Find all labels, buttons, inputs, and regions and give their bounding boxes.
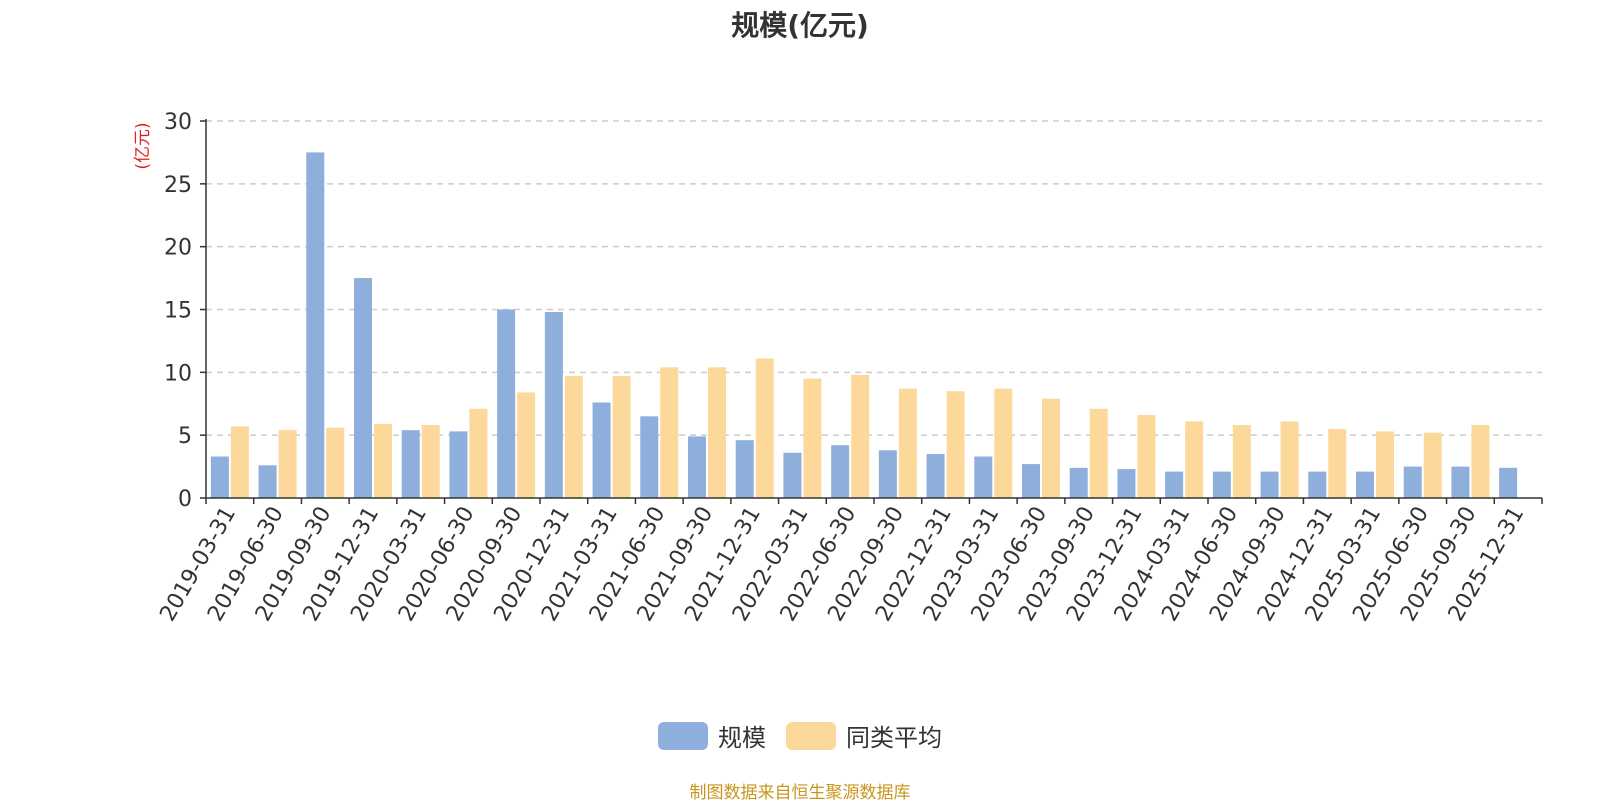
- bar-scale[interactable]: [878, 450, 897, 498]
- bar-peer-average[interactable]: [1423, 432, 1442, 498]
- y-tick-label: 20: [164, 236, 192, 261]
- legend-swatch-peer-average: [786, 721, 836, 750]
- chart-title: 规模(亿元): [731, 9, 869, 42]
- bars: [210, 152, 1518, 499]
- y-tick-label: 0: [178, 487, 192, 512]
- bar-peer-average[interactable]: [1328, 428, 1347, 498]
- legend: 规模 同类平均: [0, 718, 1600, 753]
- bar-peer-average[interactable]: [1471, 425, 1490, 498]
- y-tick-label: 25: [164, 173, 192, 198]
- bar-peer-average[interactable]: [1042, 398, 1060, 498]
- bar-peer-average[interactable]: [660, 367, 679, 498]
- source-note: 制图数据来自恒生聚源数据库: [689, 783, 911, 803]
- bar-peer-average[interactable]: [1089, 408, 1108, 498]
- bar-scale[interactable]: [688, 436, 706, 498]
- bar-scale[interactable]: [258, 465, 277, 498]
- bar-scale[interactable]: [592, 402, 611, 498]
- bar-peer-average[interactable]: [612, 376, 631, 498]
- legend-label-scale: 规模: [718, 724, 766, 752]
- bar-peer-average[interactable]: [1185, 421, 1204, 498]
- bar-peer-average[interactable]: [755, 358, 774, 498]
- bar-scale[interactable]: [783, 452, 802, 498]
- bar-scale[interactable]: [544, 312, 563, 498]
- bar-scale[interactable]: [735, 440, 754, 498]
- legend-item-scale[interactable]: 规模: [658, 718, 766, 753]
- bar-peer-average[interactable]: [374, 423, 392, 498]
- bar-scale[interactable]: [926, 454, 945, 498]
- bar-peer-average[interactable]: [1232, 425, 1251, 498]
- y-tick-label: 5: [178, 424, 192, 449]
- bar-peer-average[interactable]: [708, 367, 726, 498]
- y-tick-label: 15: [164, 299, 192, 324]
- bar-peer-average[interactable]: [803, 378, 822, 498]
- bar-scale[interactable]: [1260, 471, 1279, 498]
- grid-lines: [206, 120, 1542, 436]
- legend-item-peer-average[interactable]: 同类平均: [786, 718, 942, 753]
- bar-peer-average[interactable]: [517, 392, 536, 498]
- legend-label-peer-average: 同类平均: [846, 724, 942, 752]
- bar-peer-average[interactable]: [421, 425, 440, 498]
- y-axis-label: (亿元): [133, 122, 153, 169]
- bar-scale[interactable]: [1022, 464, 1040, 498]
- bar-scale[interactable]: [831, 445, 850, 498]
- bar-peer-average[interactable]: [994, 388, 1013, 498]
- bar-peer-average[interactable]: [851, 374, 870, 498]
- bar-scale[interactable]: [640, 416, 659, 498]
- bar-scale[interactable]: [354, 278, 372, 498]
- bar-scale[interactable]: [1499, 467, 1518, 498]
- bar-scale[interactable]: [1403, 466, 1422, 498]
- bar-scale[interactable]: [1165, 471, 1184, 498]
- bar-scale[interactable]: [974, 456, 993, 498]
- bar-scale[interactable]: [1069, 467, 1088, 498]
- bar-scale[interactable]: [1212, 471, 1231, 498]
- bar-peer-average[interactable]: [564, 376, 583, 498]
- y-tick-label: 10: [164, 361, 192, 386]
- bar-peer-average[interactable]: [469, 408, 488, 498]
- bar-peer-average[interactable]: [898, 388, 917, 498]
- bar-peer-average[interactable]: [1137, 415, 1156, 498]
- bar-scale[interactable]: [497, 309, 516, 499]
- bar-scale[interactable]: [1117, 469, 1136, 498]
- bar-scale[interactable]: [210, 456, 229, 498]
- bar-peer-average[interactable]: [326, 427, 345, 498]
- legend-swatch-scale: [658, 721, 708, 750]
- bar-scale[interactable]: [401, 430, 420, 498]
- y-tick-label: 30: [164, 110, 192, 135]
- bar-peer-average[interactable]: [1376, 431, 1394, 498]
- bar-scale[interactable]: [1356, 471, 1374, 498]
- bar-scale[interactable]: [1451, 466, 1470, 498]
- bar-scale[interactable]: [306, 152, 325, 498]
- bar-scale[interactable]: [1308, 471, 1327, 498]
- bar-peer-average[interactable]: [230, 426, 249, 498]
- bar-peer-average[interactable]: [946, 391, 965, 498]
- bar-peer-average[interactable]: [1280, 421, 1299, 498]
- bar-peer-average[interactable]: [278, 430, 297, 498]
- bar-scale[interactable]: [449, 431, 468, 498]
